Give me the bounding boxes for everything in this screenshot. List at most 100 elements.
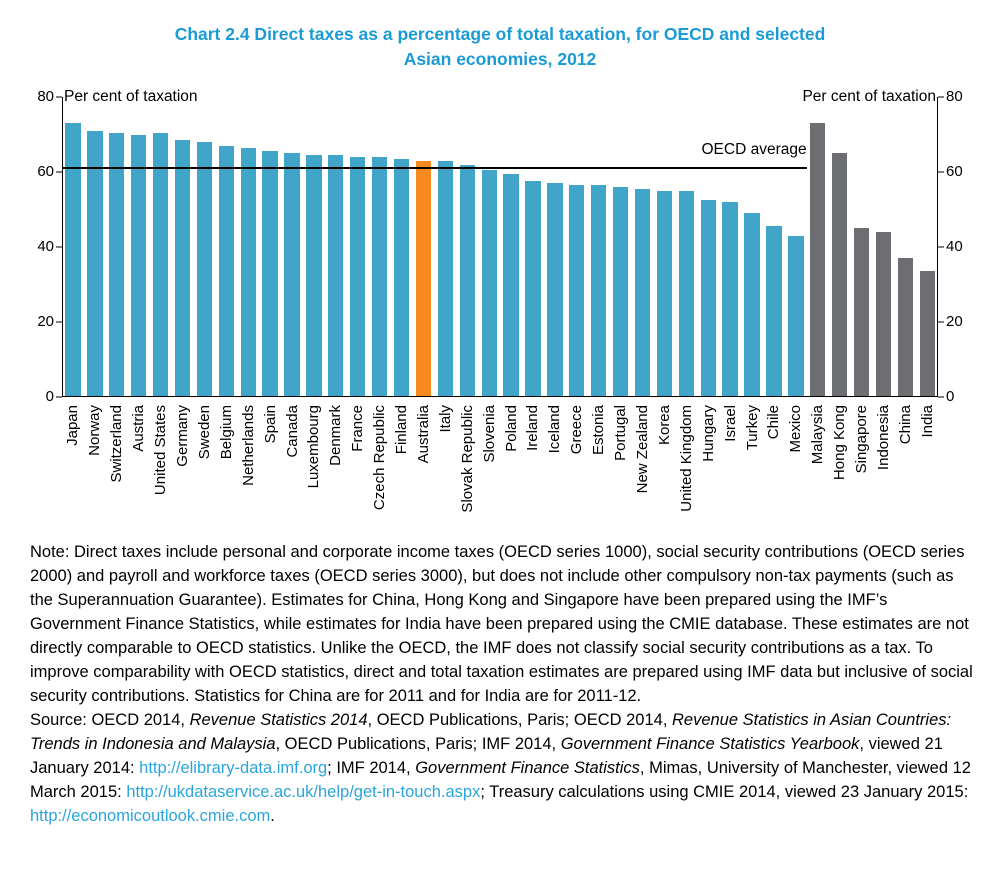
bar-cell-portugal [610, 97, 632, 397]
x-label-cell-iceland: Iceland [544, 405, 566, 547]
source-text-segment-12: ; Treasury calculations using CMIE 2014,… [480, 783, 969, 801]
x-label-cell-france: France [347, 405, 369, 547]
bar-cell-iceland [544, 97, 566, 397]
x-axis-label-slovenia: Slovenia [480, 405, 498, 463]
x-axis-label-singapore: Singapore [853, 405, 871, 474]
x-axis-label-india: India [918, 405, 936, 438]
x-axis-label-korea: Korea [655, 405, 673, 446]
y-tick-mark-40 [56, 246, 62, 248]
bar-chart: Per cent of taxation Per cent of taxatio… [0, 80, 1000, 550]
bar-cell-luxembourg [303, 97, 325, 397]
x-label-cell-luxembourg: Luxembourg [303, 405, 325, 547]
x-axis-label-australia: Australia [414, 405, 432, 464]
bar-slovak-republic [459, 164, 475, 397]
note-text: Note: Direct taxes include personal and … [30, 543, 973, 705]
x-label-cell-norway: Norway [84, 405, 106, 547]
y-tick-mark-80 [56, 96, 62, 98]
x-axis-label-norway: Norway [86, 405, 104, 456]
notes-section: Note: Direct taxes include personal and … [30, 540, 974, 828]
bar-cell-netherlands [237, 97, 259, 397]
bar-australia [415, 160, 432, 397]
bar-cell-norway [84, 97, 106, 397]
bar-korea [656, 190, 673, 397]
x-label-cell-australia: Australia [413, 405, 435, 547]
x-axis-label-luxembourg: Luxembourg [305, 405, 323, 489]
bar-hungary [700, 200, 716, 397]
chart-title-line2: Asian economies, 2012 [403, 49, 597, 69]
x-label-cell-slovenia: Slovenia [478, 405, 500, 547]
bar-norway [87, 130, 103, 397]
bar-greece [569, 185, 585, 397]
source-text-segment-5: Government Finance Statistics Yearbook [560, 735, 860, 753]
right-axis-spine [937, 97, 938, 397]
bar-luxembourg [306, 155, 322, 397]
x-axis-label-iceland: Iceland [546, 405, 564, 454]
y-tick-label-80: 80 [946, 88, 963, 105]
y-tick-labels-left: 0 20 40 60 80 [0, 89, 54, 405]
bar-canada [284, 153, 300, 397]
x-label-cell-portugal: Portugal [610, 405, 632, 547]
bar-cell-france [347, 97, 369, 397]
left-axis-spine [62, 97, 63, 397]
x-label-cell-czech-republic: Czech Republic [369, 405, 391, 547]
bar-poland [503, 173, 519, 397]
x-label-cell-united-kingdom: United Kingdom [675, 405, 697, 547]
bar-cell-india [916, 97, 938, 397]
x-axis-label-italy: Italy [436, 405, 454, 433]
x-axis-label-ireland: Ireland [524, 405, 542, 451]
y-tick-label-60: 60 [946, 163, 963, 180]
bar-cell-czech-republic [369, 97, 391, 397]
x-axis-label-united-kingdom: United Kingdom [677, 405, 695, 512]
bar-denmark [328, 155, 344, 397]
source-text-segment-1: Revenue Statistics 2014 [189, 711, 368, 729]
y-tick-mark-40 [938, 246, 944, 248]
bar-netherlands [240, 147, 256, 397]
bar-estonia [591, 185, 607, 397]
x-axis-label-finland: Finland [393, 405, 411, 455]
x-axis-label-china: China [896, 405, 914, 445]
bar-cell-greece [566, 97, 588, 397]
bar-cell-korea [653, 97, 675, 397]
y-tick-mark-20 [56, 321, 62, 323]
x-label-cell-china: China [894, 405, 916, 547]
source-link-13[interactable]: http://economicoutlook.cmie.com [30, 807, 271, 825]
y-tick-mark-60 [938, 171, 944, 173]
chart-title-line1: Chart 2.4 Direct taxes as a percentage o… [174, 24, 826, 44]
x-label-cell-sweden: Sweden [193, 405, 215, 547]
source-link-7[interactable]: http://elibrary-data.imf.org [139, 759, 328, 777]
x-axis-label-switzerland: Switzerland [108, 405, 126, 483]
bar-sweden [196, 142, 213, 397]
bar-spain [262, 151, 278, 397]
bar-cell-united-states [150, 97, 172, 397]
bar-cell-germany [172, 97, 194, 397]
y-tick-label-20: 20 [946, 313, 963, 330]
bar-cell-belgium [215, 97, 237, 397]
source-paragraph: Source: OECD 2014, Revenue Statistics 20… [30, 708, 974, 828]
y-axis-title-right: Per cent of taxation [802, 88, 936, 105]
x-axis-label-poland: Poland [502, 405, 520, 452]
bar-united-kingdom [678, 190, 694, 397]
y-tick-labels-right: 0 20 40 60 80 [946, 89, 1000, 405]
bar-germany [174, 140, 191, 397]
x-label-cell-hong-kong: Hong Kong [829, 405, 851, 547]
x-axis-label-turkey: Turkey [743, 405, 761, 451]
bar-cell-austria [128, 97, 150, 397]
y-tick-marks-right [938, 96, 944, 398]
bar-cell-japan [62, 97, 84, 397]
source-text-segment-4: , OECD Publications, Paris; IMF 2014, [275, 735, 561, 753]
bar-austria [131, 134, 147, 397]
x-axis-line [62, 396, 938, 397]
bar-cell-sweden [193, 97, 215, 397]
x-label-cell-greece: Greece [566, 405, 588, 547]
bar-cell-indonesia [873, 97, 895, 397]
x-label-cell-spain: Spain [259, 405, 281, 547]
x-axis-label-belgium: Belgium [217, 405, 235, 460]
source-link-11[interactable]: http://ukdataservice.ac.uk/help/get-in-t… [126, 783, 481, 801]
x-label-cell-israel: Israel [719, 405, 741, 547]
x-axis-label-chile: Chile [765, 405, 783, 440]
x-label-cell-germany: Germany [172, 405, 194, 547]
x-label-cell-netherlands: Netherlands [237, 405, 259, 547]
y-axis-title-left: Per cent of taxation [64, 88, 198, 105]
bar-cell-canada [281, 97, 303, 397]
